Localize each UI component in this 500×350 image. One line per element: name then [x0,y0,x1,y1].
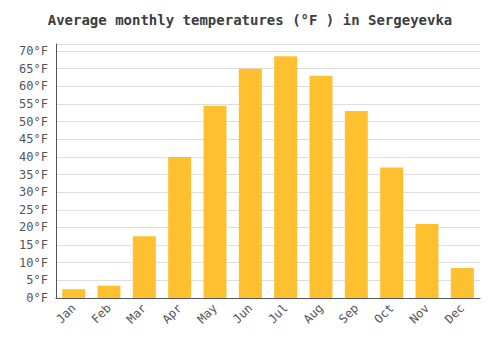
svg-text:35°F: 35°F [19,168,48,182]
svg-text:Nov: Nov [407,301,432,326]
svg-text:10°F: 10°F [19,256,48,270]
svg-text:Jan: Jan [53,301,78,326]
svg-text:Jul: Jul [265,301,290,326]
svg-text:Average monthly temperatures (: Average monthly temperatures (°F ) in Se… [48,12,453,28]
svg-text:May: May [195,301,220,326]
svg-text:20°F: 20°F [19,220,48,234]
svg-text:Apr: Apr [159,301,184,326]
svg-text:25°F: 25°F [19,203,48,217]
svg-text:40°F: 40°F [19,150,48,164]
svg-text:Mar: Mar [124,301,149,326]
svg-text:65°F: 65°F [19,62,48,76]
svg-text:Jun: Jun [230,301,255,326]
svg-text:45°F: 45°F [19,132,48,146]
svg-text:70°F: 70°F [19,44,48,58]
svg-text:Dec: Dec [442,301,467,326]
svg-text:55°F: 55°F [19,97,48,111]
svg-text:Sep: Sep [336,301,361,326]
svg-text:60°F: 60°F [19,79,48,93]
svg-text:30°F: 30°F [19,185,48,199]
svg-text:15°F: 15°F [19,238,48,252]
svg-text:Oct: Oct [371,301,396,326]
svg-text:Feb: Feb [89,301,114,326]
svg-text:50°F: 50°F [19,115,48,129]
svg-text:0°F: 0°F [26,291,48,305]
svg-text:Aug: Aug [301,301,326,326]
svg-text:5°F: 5°F [26,273,48,287]
